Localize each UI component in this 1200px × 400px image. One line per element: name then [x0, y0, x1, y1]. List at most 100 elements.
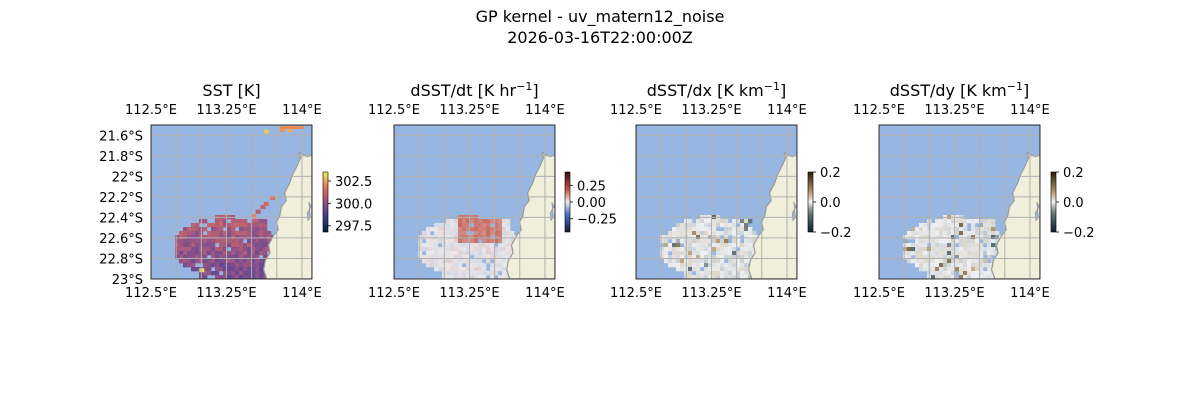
data-cell [939, 251, 944, 256]
data-cell [466, 239, 471, 244]
data-cell [911, 251, 916, 256]
data-cell [203, 247, 208, 252]
data-cell [482, 271, 487, 276]
data-cell [462, 251, 467, 256]
data-cell [736, 255, 741, 260]
data-cell [255, 267, 260, 272]
data-cell [716, 223, 721, 228]
data-cell [470, 267, 475, 272]
data-cell [243, 271, 248, 276]
land-polygon [506, 151, 555, 279]
data-cell [732, 219, 737, 224]
data-cell [975, 247, 980, 252]
data-cell [426, 227, 431, 232]
data-cell [680, 259, 685, 264]
data-cell [704, 255, 709, 260]
data-cell [179, 247, 184, 252]
data-cell [736, 243, 741, 248]
data-cell [474, 275, 479, 279]
data-cell [247, 263, 252, 268]
data-cell [203, 251, 208, 256]
data-cell [728, 275, 733, 279]
data-cell [947, 263, 952, 268]
data-cell [732, 243, 737, 248]
data-cell [466, 227, 471, 232]
data-cell [963, 259, 968, 264]
data-cell [700, 263, 705, 268]
data-cell [203, 235, 208, 240]
data-cell [494, 255, 499, 260]
data-cell [744, 219, 749, 224]
data-cell [454, 235, 459, 240]
data-cell [720, 219, 725, 224]
data-cell [422, 247, 427, 252]
data-cell [490, 239, 495, 244]
panel-title-end: ] [532, 81, 538, 100]
data-cell [251, 247, 256, 252]
data-cell [947, 223, 952, 228]
data-cell [255, 275, 260, 279]
data-cell [748, 275, 753, 279]
data-cell [943, 235, 948, 240]
data-cell [207, 247, 212, 252]
data-cell [239, 231, 244, 236]
data-cell [211, 227, 216, 232]
data-cell [744, 255, 749, 260]
data-cell [963, 267, 968, 272]
data-cell [470, 235, 475, 240]
data-cell [191, 255, 196, 260]
data-cell [223, 255, 228, 260]
data-cell [255, 263, 260, 268]
data-cell [239, 267, 244, 272]
data-cell [708, 227, 713, 232]
data-cell [426, 251, 431, 256]
data-cell [502, 259, 507, 264]
data-cell [191, 231, 196, 236]
data-cell [979, 243, 984, 248]
panel-frame [878, 124, 1041, 280]
data-cell [696, 227, 701, 232]
data-cell [482, 251, 487, 256]
data-cell [474, 231, 479, 236]
data-cell [470, 271, 475, 276]
data-cell [692, 247, 697, 252]
data-cell [959, 247, 964, 252]
data-cell [239, 223, 244, 228]
data-cell [183, 255, 188, 260]
map-panel-2: dSST/dt [K hr−1] 112.5°E 112.5°E 113.25°E 11… [368, 80, 617, 301]
data-cell [506, 255, 511, 260]
x-tick-label: 113.25°E [439, 103, 499, 118]
data-cell [446, 219, 451, 224]
data-cell [696, 267, 701, 272]
data-cell [434, 239, 439, 244]
data-cell [963, 271, 968, 276]
data-cell [931, 271, 936, 276]
data-cell [967, 271, 972, 276]
data-cell [672, 239, 677, 244]
data-cell [708, 235, 713, 240]
data-cell [947, 267, 952, 272]
data-cell [943, 275, 948, 279]
data-cell [259, 235, 264, 240]
data-cell [935, 227, 940, 232]
data-cell [740, 255, 745, 260]
data-cell [995, 235, 1000, 240]
data-cell [494, 267, 499, 272]
data-cell [211, 235, 216, 240]
data-cell [478, 223, 483, 228]
data-cell [454, 227, 459, 232]
data-cell [223, 223, 228, 228]
data-cell [943, 231, 948, 236]
data-cell [935, 271, 940, 276]
data-cell [995, 231, 1000, 236]
data-cell [454, 223, 459, 228]
data-cell [915, 239, 920, 244]
data-cell [716, 243, 721, 248]
data-cell [498, 227, 503, 232]
data-cell [494, 231, 499, 236]
data-cell [450, 243, 455, 248]
data-cell [704, 231, 709, 236]
data-cell [243, 223, 248, 228]
data-cell [418, 251, 423, 256]
map-area [394, 125, 555, 279]
